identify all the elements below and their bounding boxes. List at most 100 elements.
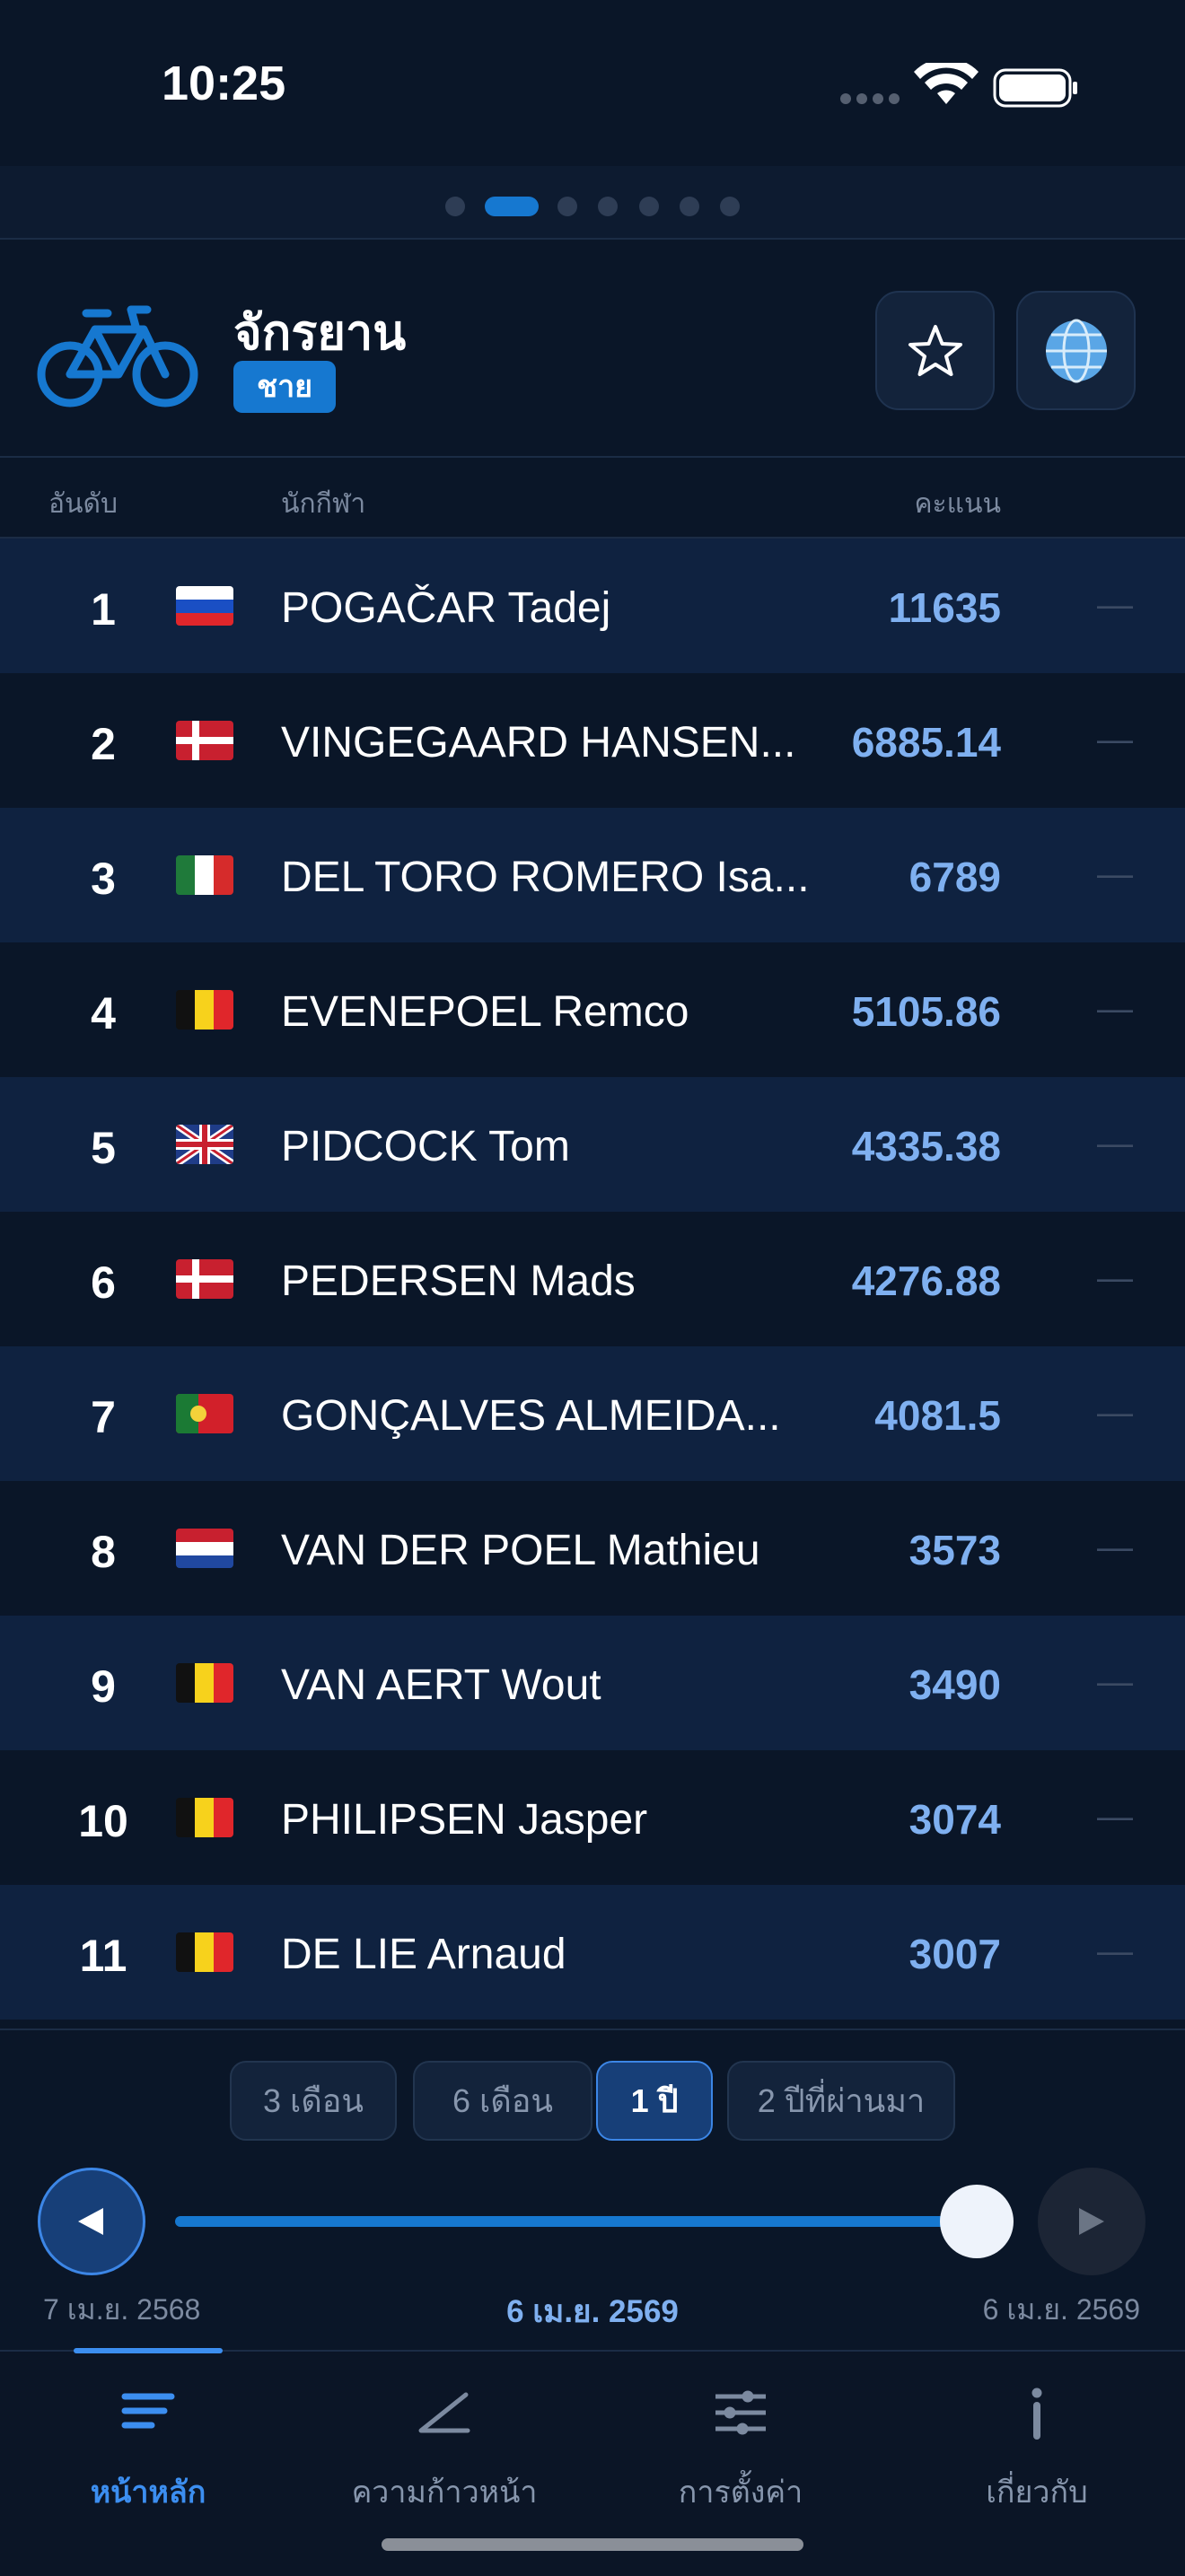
ranking-row[interactable]: 6 PEDERSEN Mads 4276.88 —	[0, 1212, 1185, 1346]
athlete-name: PHILIPSEN Jasper	[281, 1796, 648, 1844]
tab-label: การตั้งค่า	[678, 2475, 803, 2510]
rank: 11	[79, 1931, 127, 1981]
ranking-row[interactable]: 8 VAN DER POEL Mathieu 3573 —	[0, 1481, 1185, 1616]
slider-thumb[interactable]	[940, 2185, 1014, 2258]
country-flag	[176, 721, 233, 760]
points: 6789	[908, 854, 1001, 900]
ranking-row[interactable]: 10 PHILIPSEN Jasper 3074 —	[0, 1750, 1185, 1885]
points: 4276.88	[851, 1257, 1001, 1304]
rank-change: —	[1097, 1258, 1133, 1298]
tab-icon	[121, 2393, 175, 2429]
next-button[interactable]	[1038, 2168, 1146, 2275]
country-flag	[176, 1798, 233, 1837]
region-button[interactable]	[1016, 291, 1136, 410]
country-flag	[176, 586, 233, 626]
athlete-name: PIDCOCK Tom	[281, 1123, 570, 1170]
rank: 2	[91, 719, 116, 769]
gender-tag[interactable]: ชาย	[233, 361, 337, 413]
country-flag	[176, 1394, 233, 1433]
flag-icon	[176, 1932, 233, 1972]
country-flag	[176, 1932, 233, 1972]
athlete-name: GONÇALVES ALMEIDA...	[281, 1392, 781, 1440]
left-arrow	[78, 2208, 103, 2235]
start-date: 7 เม.ย. 2568	[43, 2293, 201, 2326]
points: 6885.14	[851, 719, 1001, 766]
status-icons	[840, 63, 1077, 108]
ranking-row[interactable]: 3 DEL TORO ROMERO Isa... 6789 —	[0, 808, 1185, 942]
athlete-name: VAN DER POEL Mathieu	[281, 1527, 760, 1574]
current-date: 6 เม.ย. 2569	[506, 2294, 679, 2329]
range-option[interactable]: 2 ปีที่ผ่านมา	[727, 2061, 955, 2141]
flag-icon	[176, 990, 233, 1030]
ranking-list: 1 POGAČAR Tadej 11635—2 VINGEGAARD HANSEN..…	[0, 539, 1185, 2020]
tab-indicator	[74, 2348, 223, 2353]
rank-change: —	[1097, 989, 1133, 1029]
rank: 7	[91, 1392, 116, 1442]
tab-label: เกี่ยวกับ	[986, 2475, 1088, 2510]
bike-icon	[37, 305, 198, 407]
previous-button[interactable]	[38, 2168, 145, 2275]
tab-item[interactable]: หน้าหลัก	[0, 2370, 296, 2531]
flag-icon	[176, 586, 233, 626]
ranking-row[interactable]: 4 EVENEPOEL Remco 5105.86 —	[0, 942, 1185, 1077]
rank-change: —	[1097, 720, 1133, 759]
page-dot	[639, 197, 659, 216]
ranking-row[interactable]: 9 VAN AERT Wout 3490 —	[0, 1616, 1185, 1750]
home-indicator	[382, 2538, 803, 2551]
country-flag	[176, 1663, 233, 1703]
tab-item[interactable]: ความก้าวหน้า	[296, 2370, 592, 2531]
favorite-button[interactable]	[875, 291, 995, 410]
flag-icon	[176, 1394, 233, 1433]
points: 4081.5	[874, 1392, 1001, 1439]
flag-icon	[176, 1798, 233, 1837]
rank-change: —	[1097, 585, 1133, 625]
page-indicator	[0, 166, 1185, 238]
range-option[interactable]: 1 ปี	[596, 2061, 713, 2141]
range-option[interactable]: 6 เดือน	[413, 2061, 592, 2141]
country-flag	[176, 990, 233, 1030]
rank-change: —	[1097, 854, 1133, 894]
points: 11635	[888, 584, 1001, 631]
rank: 4	[91, 988, 116, 1038]
rank: 9	[91, 1661, 116, 1712]
page-dot	[445, 197, 465, 216]
flag-icon	[176, 1125, 233, 1164]
rank-change: —	[1097, 1932, 1133, 1971]
country-flag	[176, 855, 233, 895]
tab-item[interactable]: เกี่ยวกับ	[889, 2370, 1185, 2531]
flag-icon	[176, 1259, 233, 1299]
athlete-name: EVENEPOEL Remco	[281, 988, 689, 1036]
right-arrow	[1079, 2208, 1104, 2235]
flag-icon	[176, 1529, 233, 1568]
page-dot-active	[485, 197, 539, 216]
rank-change: —	[1097, 1797, 1133, 1836]
athlete-name: DE LIE Arnaud	[281, 1931, 566, 1978]
status-bar: 10:25	[0, 0, 1185, 166]
rank: 1	[91, 584, 116, 635]
range-option[interactable]: 3 เดือน	[230, 2061, 397, 2141]
points: 3490	[908, 1661, 1001, 1708]
star-icon	[908, 324, 962, 376]
rank-change: —	[1097, 1528, 1133, 1567]
rank-change: —	[1097, 1393, 1133, 1433]
rank-change: —	[1097, 1662, 1133, 1702]
tab-item[interactable]: การตั้งค่า	[592, 2370, 889, 2531]
rank: 10	[78, 1796, 128, 1846]
page-dot	[598, 197, 618, 216]
tab-label: หน้าหลัก	[90, 2475, 206, 2510]
points: 4335.38	[851, 1123, 1001, 1170]
tab-icon	[1031, 2388, 1042, 2440]
globe-icon	[1045, 319, 1107, 382]
country-flag	[176, 1259, 233, 1299]
clock: 10:25	[162, 57, 286, 110]
ranking-row[interactable]: 2 VINGEGAARD HANSEN... 6885.14 —	[0, 673, 1185, 808]
sport-title: จักรยาน	[233, 306, 407, 360]
ranking-row[interactable]: 5 PIDCOCK Tom 4335.38 —	[0, 1077, 1185, 1212]
ranking-row[interactable]: 7 GONÇALVES ALMEIDA... 4081.5 —	[0, 1346, 1185, 1481]
athlete-name: POGAČAR Tadej	[281, 584, 611, 632]
ranking-row[interactable]: 1 POGAČAR Tadej 11635 —	[0, 539, 1185, 673]
rank: 5	[91, 1123, 116, 1173]
flag-icon	[176, 1663, 233, 1703]
ranking-row[interactable]: 11 DE LIE Arnaud 3007 —	[0, 1885, 1185, 2020]
page-dot	[720, 197, 740, 216]
